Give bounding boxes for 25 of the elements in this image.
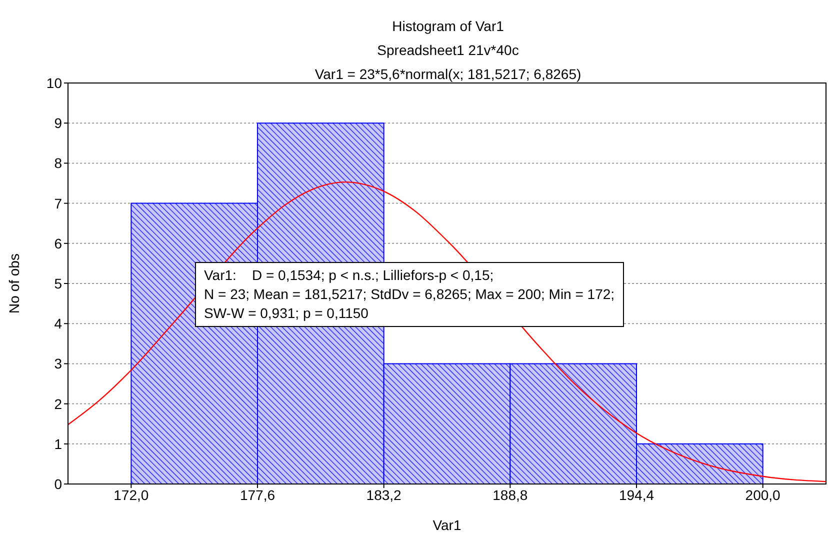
y-tick-label: 4 bbox=[54, 316, 62, 332]
y-tick-label: 7 bbox=[54, 195, 62, 212]
annotation: N = 23; Mean = 181,5217; StdDv = 6,8265; Max = 200; Min = 172; bbox=[204, 285, 615, 304]
y-tick-label: 0 bbox=[54, 476, 62, 492]
y-tick-label: 3 bbox=[54, 356, 62, 372]
y-tick-label: 8 bbox=[54, 155, 62, 172]
x-tick-label: 172,0 bbox=[114, 486, 149, 503]
y-tick-label: 9 bbox=[54, 115, 62, 132]
annotation: SW-W = 0,931; p = 0,1150 bbox=[204, 304, 370, 323]
chart-title: Histogram of Var1 bbox=[391, 17, 505, 36]
annotation: Var1: D = 0,1534; p < n.s.; Lilliefors-p < 0,15; bbox=[204, 266, 495, 285]
x-tick-label: 188,8 bbox=[492, 486, 528, 503]
x-tick-label: 183,2 bbox=[366, 486, 402, 503]
y-axis-title: No of obs bbox=[6, 254, 22, 314]
y-tick-label: 6 bbox=[54, 235, 62, 252]
chart-subtitle: Spreadsheet1 21v*40c bbox=[376, 41, 520, 60]
y-tick-label: 2 bbox=[54, 396, 62, 412]
y-tick-label: 1 bbox=[54, 436, 62, 452]
x-tick-label: 194,4 bbox=[618, 486, 654, 503]
x-tick-label: 200,0 bbox=[745, 486, 781, 503]
y-tick-label: 10 bbox=[46, 74, 62, 91]
text: Var1 = 23*5,6*normal(x; 181,5217; 6,8265) bbox=[314, 65, 582, 84]
y-tick-label: 5 bbox=[54, 275, 62, 292]
x-tick-label: 177,6 bbox=[240, 486, 276, 503]
x-axis-title: Var1 bbox=[432, 517, 462, 533]
